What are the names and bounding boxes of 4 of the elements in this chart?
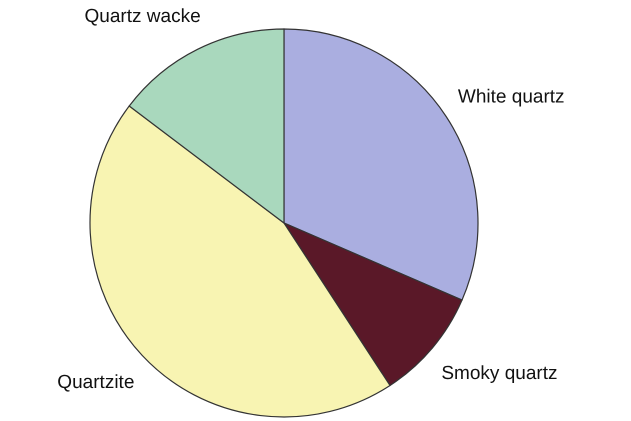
slice-label: Quartz wacke (84, 6, 201, 27)
slice-label: Quartzite (57, 372, 134, 393)
slice-label: Smoky quartz (441, 363, 558, 384)
slice-label: White quartz (458, 86, 565, 108)
